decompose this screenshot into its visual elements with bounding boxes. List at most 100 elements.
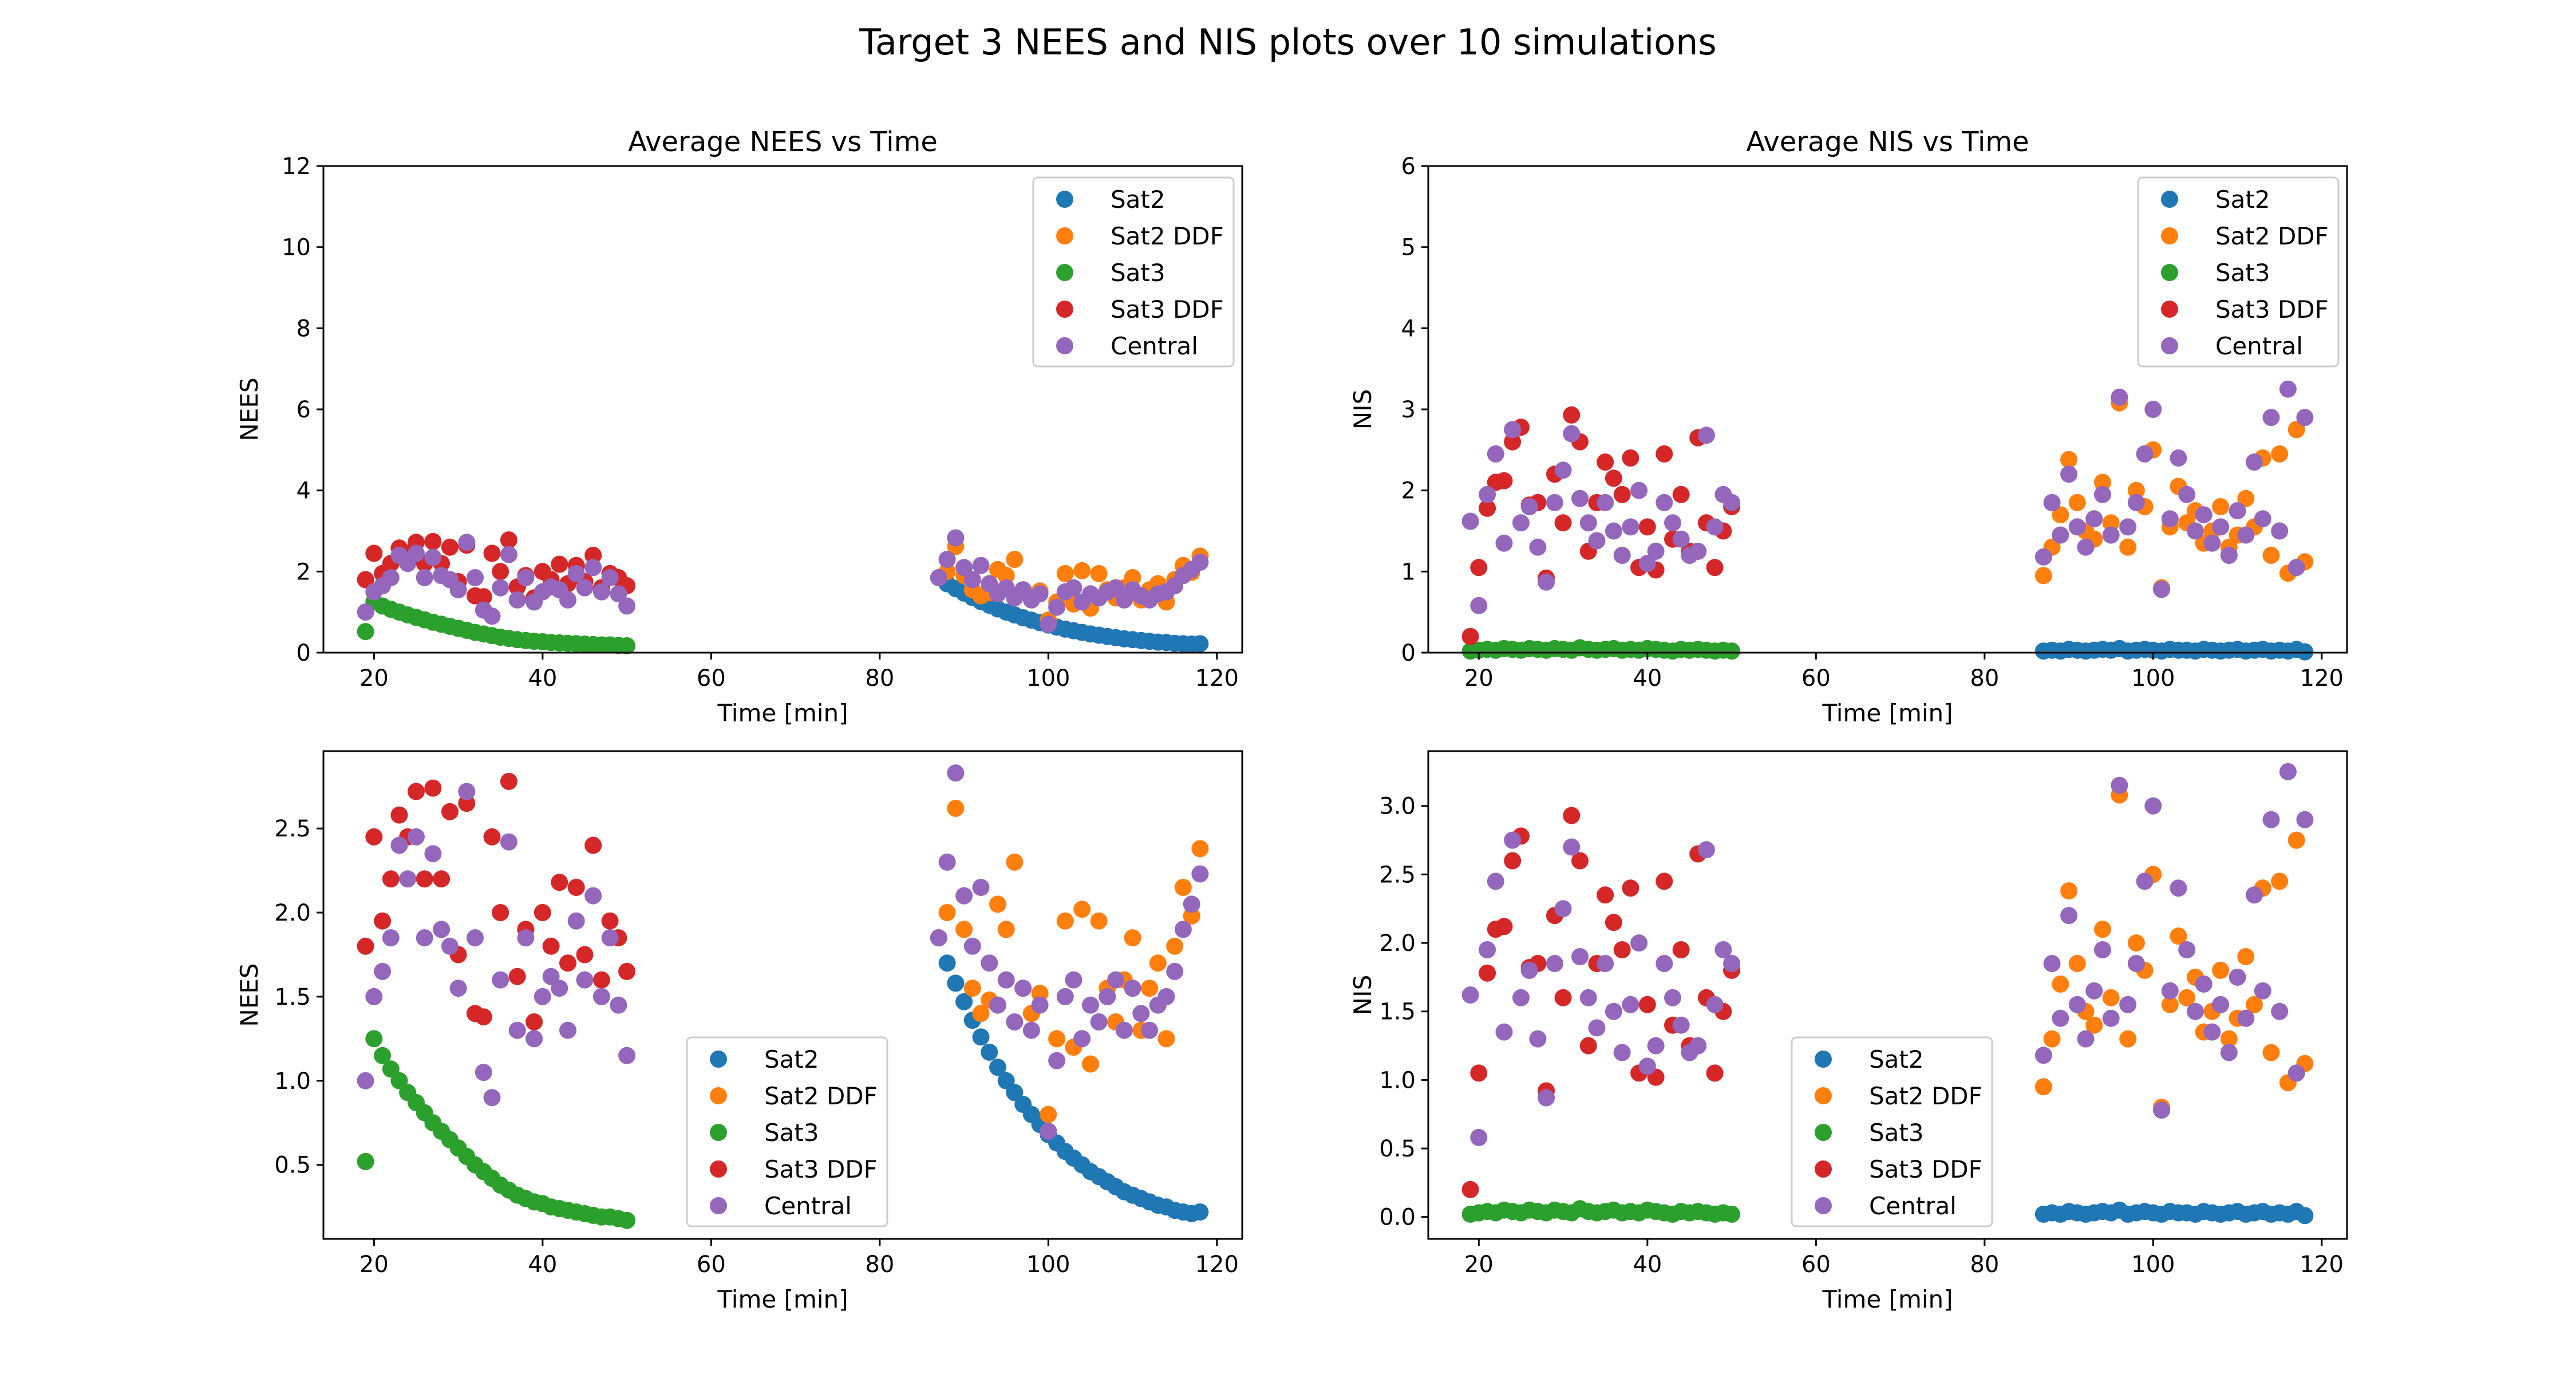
- legend: Sat2 Sat2 DDF Sat3 Sat3 DDF Central: [686, 1036, 888, 1227]
- legend-marker: [2161, 337, 2178, 354]
- x-axis-label: Time [min]: [717, 699, 848, 727]
- data-point: [2119, 518, 2137, 536]
- data-point: [1613, 1044, 1631, 1061]
- data-point: [483, 607, 501, 625]
- data-point: [1495, 534, 1513, 552]
- data-point: [2254, 510, 2271, 528]
- data-point: [963, 980, 981, 997]
- data-point: [1597, 886, 1614, 904]
- series-central: [1461, 763, 2314, 1146]
- data-point: [449, 581, 467, 599]
- data-point: [2043, 1030, 2061, 1048]
- data-point: [2262, 547, 2280, 564]
- data-point: [2220, 1030, 2238, 1048]
- data-point: [1056, 912, 1074, 930]
- data-point: [1149, 954, 1167, 972]
- data-point: [1082, 1055, 1099, 1073]
- legend-label: Sat3: [764, 1119, 819, 1147]
- data-point: [424, 532, 442, 550]
- x-tick-label: 40: [528, 665, 557, 692]
- legend-box: [1032, 176, 1235, 368]
- data-point: [1664, 989, 1681, 1006]
- x-tick-label: 60: [697, 665, 726, 692]
- data-point: [1656, 445, 1673, 463]
- data-point: [2111, 388, 2128, 406]
- data-point: [1504, 831, 1522, 849]
- data-point: [2170, 927, 2187, 945]
- data-point: [1520, 498, 1538, 515]
- legend-marker: [2161, 191, 2178, 208]
- data-point: [1546, 493, 1563, 511]
- data-point: [441, 803, 459, 820]
- data-point: [1520, 961, 1538, 979]
- data-point: [1647, 1037, 1665, 1055]
- y-tick-label: 12: [282, 153, 311, 180]
- data-point: [390, 836, 408, 854]
- legend-marker: [710, 1124, 727, 1141]
- data-point: [1191, 865, 1209, 883]
- data-point: [483, 1089, 501, 1107]
- data-point: [475, 588, 492, 606]
- data-point: [1638, 1057, 1656, 1075]
- data-point: [458, 534, 476, 551]
- legend-box: [2137, 176, 2340, 368]
- data-point: [1031, 985, 1049, 1002]
- data-point: [365, 1030, 383, 1048]
- data-point: [1605, 914, 1622, 931]
- data-point: [1014, 980, 1032, 997]
- data-point: [1479, 964, 1496, 982]
- data-point: [2262, 1044, 2280, 1061]
- data-point: [1048, 598, 1066, 616]
- data-point: [1638, 518, 1656, 536]
- series-sat2-ddf: [2034, 786, 2314, 1116]
- data-point: [1470, 1128, 1488, 1146]
- data-point: [1554, 461, 1572, 479]
- data-point: [1647, 542, 1665, 560]
- data-point: [1571, 489, 1589, 507]
- legend-marker: [710, 1197, 727, 1214]
- data-point: [1107, 971, 1125, 989]
- data-point: [500, 772, 517, 790]
- x-tick-label: 20: [1464, 1251, 1494, 1278]
- data-point: [449, 980, 467, 997]
- data-point: [500, 546, 517, 563]
- data-point: [1031, 585, 1049, 603]
- data-point: [2068, 955, 2086, 972]
- data-point: [517, 569, 535, 586]
- data-point: [1174, 879, 1192, 896]
- data-point: [947, 799, 965, 817]
- data-point: [2127, 955, 2145, 972]
- y-tick-label: 10: [282, 235, 311, 261]
- series-sat3-ddf: [1461, 807, 1741, 1198]
- data-point: [1723, 493, 1741, 511]
- data-point: [1723, 642, 1741, 660]
- data-point: [1470, 559, 1488, 577]
- y-tick-label: 2.5: [274, 816, 311, 842]
- data-point: [433, 870, 451, 888]
- data-point: [492, 971, 509, 989]
- subplot-3-points: [357, 764, 1209, 1229]
- x-axis-label: Time [min]: [1822, 1285, 1953, 1313]
- data-point: [1706, 996, 1724, 1013]
- data-point: [1504, 852, 1522, 870]
- x-tick-label: 60: [1801, 665, 1831, 692]
- legend-label: Sat3: [1869, 1119, 1924, 1147]
- data-point: [357, 937, 374, 955]
- y-axis-label: NIS: [1349, 389, 1377, 429]
- legend: Sat2 Sat2 DDF Sat3 Sat3 DDF Central: [2137, 176, 2340, 368]
- data-point: [2170, 449, 2187, 467]
- data-point: [374, 962, 392, 980]
- x-tick-label: 100: [2131, 665, 2175, 692]
- data-point: [2060, 907, 2078, 925]
- series-sat2-ddf: [930, 799, 1209, 1123]
- data-point: [2287, 1064, 2305, 1082]
- legend-marker: [1815, 1160, 1832, 1178]
- data-point: [1638, 996, 1656, 1013]
- x-tick-label: 60: [697, 1251, 726, 1278]
- data-point: [2085, 510, 2103, 528]
- x-tick-label: 120: [2300, 665, 2344, 692]
- y-tick-label: 6: [1401, 153, 1416, 180]
- data-point: [2246, 453, 2263, 471]
- data-point: [2279, 380, 2297, 398]
- data-point: [2094, 941, 2111, 958]
